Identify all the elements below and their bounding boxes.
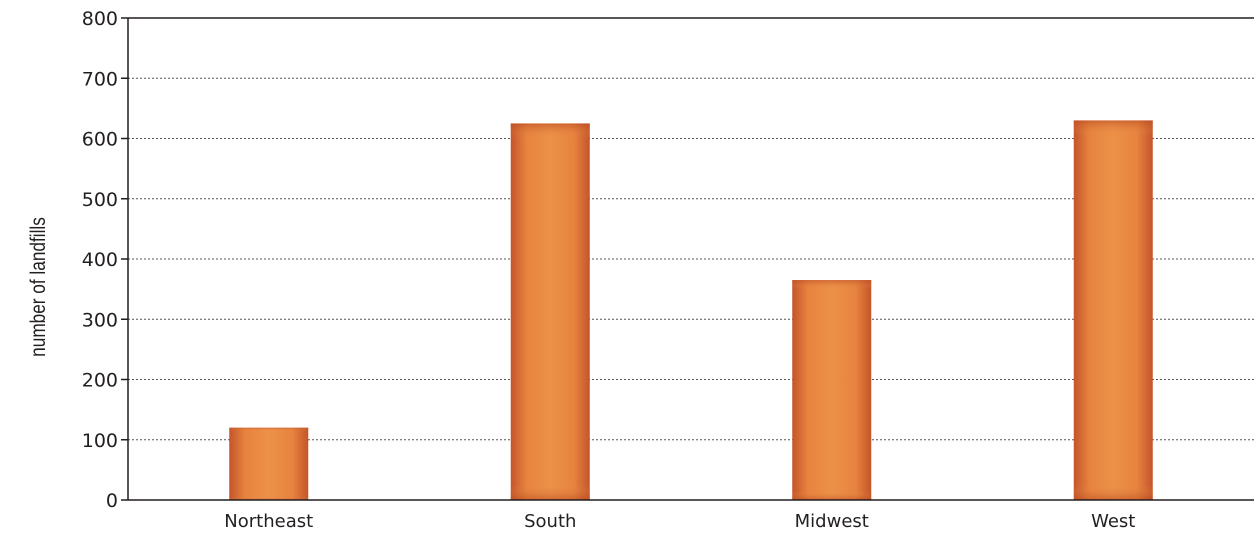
y-tick-label-300: 300: [82, 309, 118, 331]
y-tick-label-600: 600: [82, 129, 118, 151]
x-tick-label-south: South: [524, 511, 576, 532]
y-tick-label-400: 400: [82, 249, 118, 271]
bar-shade-west: [1074, 120, 1153, 500]
x-tick-label-northeast: Northeast: [224, 511, 313, 532]
bar-south: [511, 123, 590, 500]
bar-northeast: [229, 428, 308, 500]
y-tick-label-100: 100: [82, 430, 118, 452]
bar-shade-midwest: [792, 280, 871, 500]
bar-shade-south: [511, 123, 590, 500]
y-tick-label-200: 200: [82, 370, 118, 392]
y-tick-label-500: 500: [82, 189, 118, 211]
y-tick-label-700: 700: [82, 68, 118, 90]
y-tick-label-0: 0: [106, 490, 118, 512]
y-axis-title: number of landfills: [28, 217, 51, 357]
x-tick-label-west: West: [1091, 511, 1135, 532]
bar-west: [1074, 120, 1153, 500]
bar-shade-northeast: [229, 428, 308, 500]
y-tick-label-800: 800: [82, 8, 118, 30]
x-tick-label-midwest: Midwest: [795, 511, 869, 532]
bars: [229, 120, 1153, 500]
bar-midwest: [792, 280, 871, 500]
